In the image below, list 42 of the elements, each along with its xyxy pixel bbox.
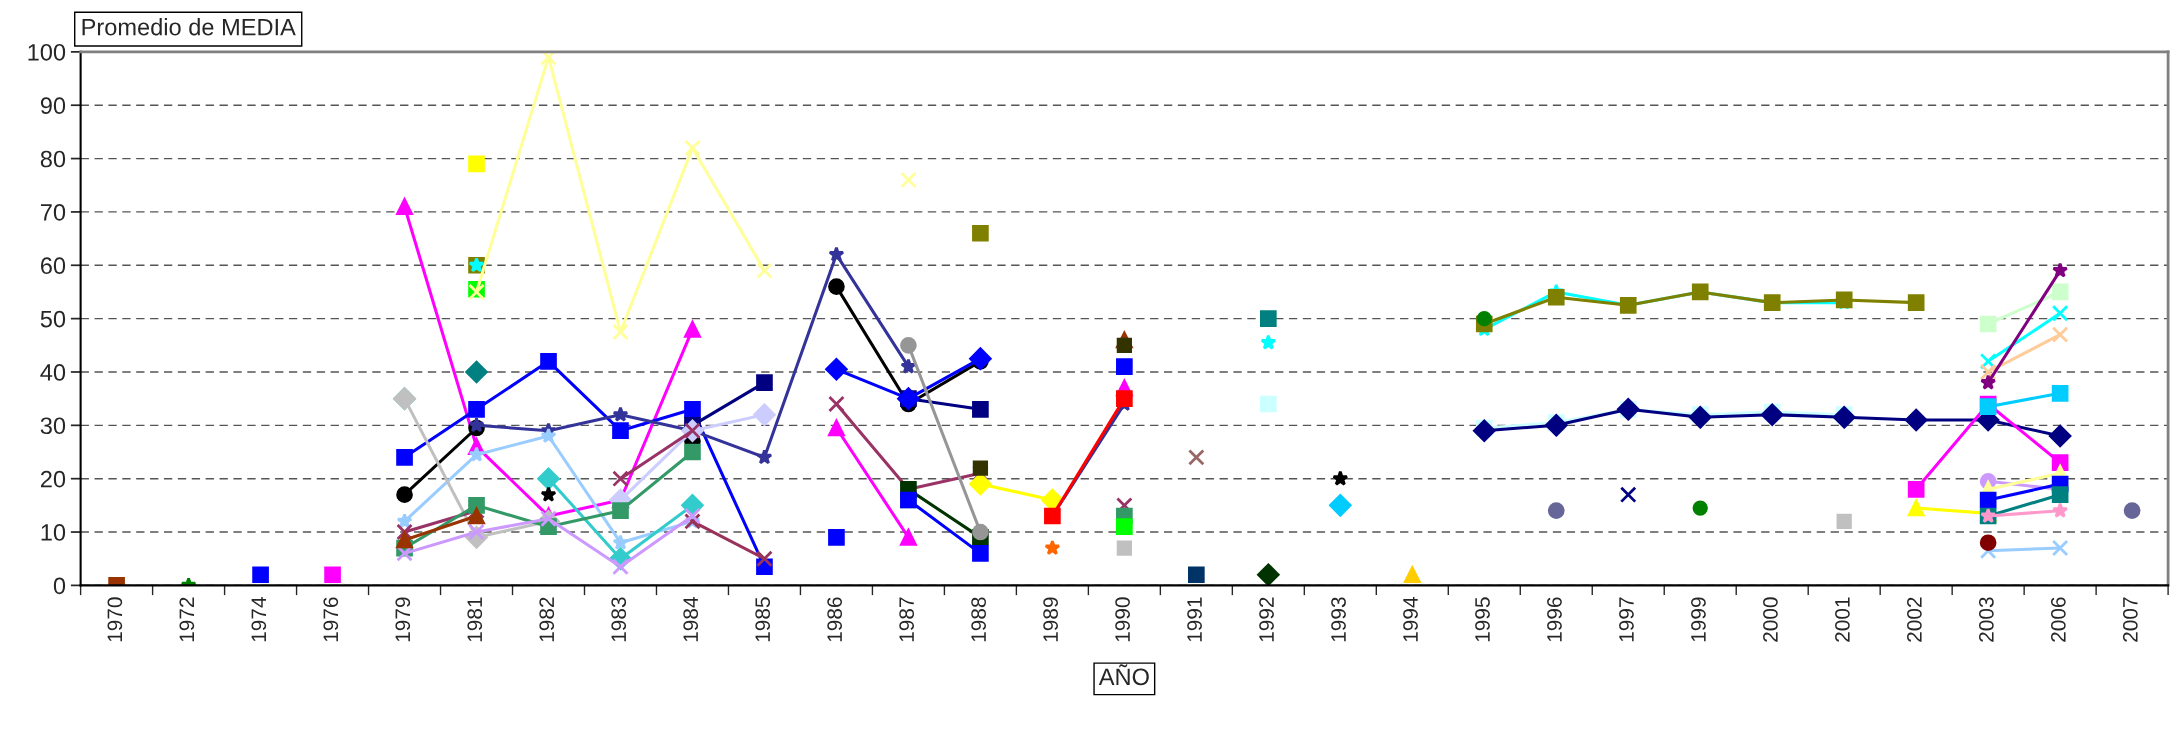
x-tick-label: 1979 xyxy=(395,597,411,642)
x-tick-label: 1984 xyxy=(683,597,699,642)
y-tick-label: 30 xyxy=(40,417,66,435)
y-tick-label: 50 xyxy=(40,310,66,328)
x-tick-label: 2003 xyxy=(1978,597,1994,642)
x-tick-label: 1999 xyxy=(1691,597,1706,642)
x-tick-label: 1987 xyxy=(899,597,915,642)
x-tick-label: 1996 xyxy=(1547,597,1562,642)
y-tick-label: 90 xyxy=(40,97,66,115)
x-tick-label: 1970 xyxy=(107,597,123,642)
x-tick-label: 1992 xyxy=(1259,597,1274,642)
y-tick-label: 10 xyxy=(41,524,66,541)
x-tick-label: 2001 xyxy=(1835,597,1850,642)
x-tick-label: 2007 xyxy=(2122,597,2138,642)
x-tick-label: 1981 xyxy=(467,597,483,642)
x-tick-label: 1982 xyxy=(539,597,555,642)
x-tick-label: 2002 xyxy=(1907,597,1922,642)
chart-title: Promedio de MEDIA xyxy=(82,18,296,36)
x-tick-label: 1994 xyxy=(1403,597,1418,642)
y-tick-label: 0 xyxy=(53,577,66,595)
x-tick-label: 2000 xyxy=(1763,597,1778,642)
x-tick-label: 1985 xyxy=(755,597,771,642)
y-tick-label: 80 xyxy=(40,150,66,168)
y-tick-label: 40 xyxy=(40,364,66,381)
x-tick-label: 1993 xyxy=(1331,597,1346,642)
x-tick-label: 1972 xyxy=(179,597,195,642)
y-tick-label: 20 xyxy=(40,470,66,488)
x-tick-label: 1995 xyxy=(1475,597,1490,642)
y-tick-label: 100 xyxy=(28,43,66,61)
x-tick-label: 1997 xyxy=(1619,597,1634,642)
x-tick-label: 1990 xyxy=(1115,597,1130,642)
x-tick-label: 1988 xyxy=(971,597,986,642)
x-tick-label: 1983 xyxy=(611,597,627,642)
x-tick-label: 1976 xyxy=(323,597,339,642)
x-tick-label: 1974 xyxy=(251,597,267,642)
x-axis-title: AÑO xyxy=(1098,664,1149,686)
x-tick-label: 1991 xyxy=(1187,597,1202,642)
x-tick-label: 1986 xyxy=(827,597,843,642)
y-tick-label: 60 xyxy=(40,257,66,275)
x-tick-label: 2006 xyxy=(2050,597,2066,642)
y-tick-label: 70 xyxy=(40,203,66,221)
x-tick-label: 1989 xyxy=(1043,597,1058,642)
